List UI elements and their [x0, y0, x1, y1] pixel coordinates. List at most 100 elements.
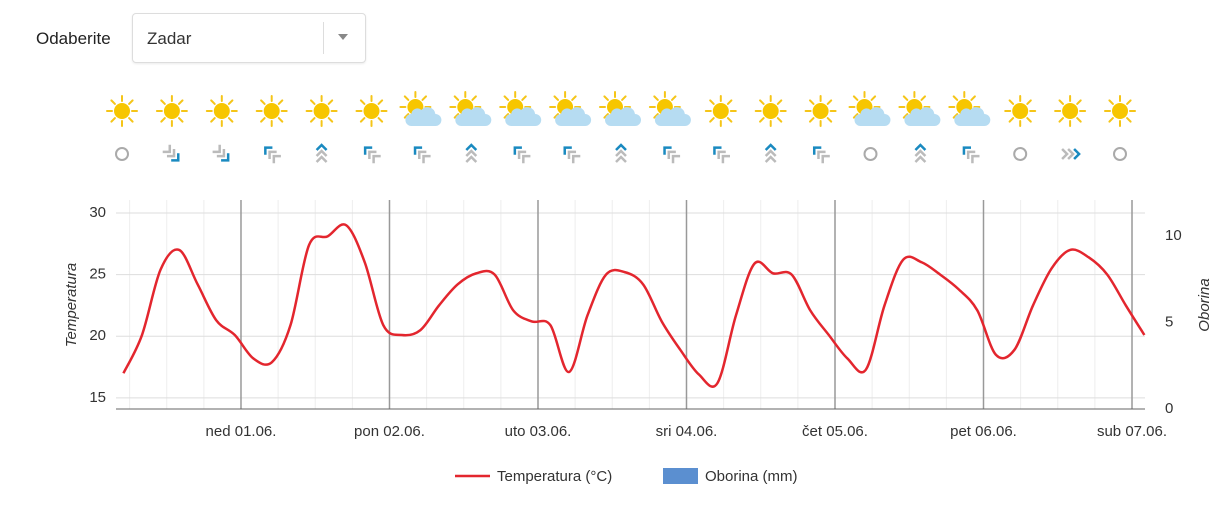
wind-arrow [914, 143, 927, 163]
sun-icon [754, 95, 787, 127]
sun-ray [309, 99, 316, 105]
y-tick-label: 15 [89, 389, 106, 406]
sun-ray [709, 117, 715, 123]
calm-wind [863, 147, 878, 161]
wind-arrow [212, 144, 230, 162]
sun-ray [603, 113, 609, 119]
sun-ray [359, 99, 366, 105]
wind-chevron [272, 154, 281, 164]
selected-city: Zadar [147, 29, 192, 48]
sun-ray [177, 117, 184, 123]
wind-chevron [914, 143, 927, 151]
wind-chevron [465, 149, 478, 157]
y2-tick-label: 10 [1165, 227, 1182, 244]
wind-chevron [212, 144, 221, 154]
sun-ray [327, 99, 334, 105]
wind-chevron [422, 154, 431, 164]
sun-ray [621, 95, 627, 101]
sun-ray [1126, 99, 1132, 105]
sun-ray [359, 117, 366, 123]
sun-cloud-icon [499, 91, 542, 126]
y2-axis-title: Oborina [1196, 278, 1213, 331]
wind-chevron [764, 149, 777, 157]
wind-arrow [363, 146, 381, 164]
sun-cloud-icon [648, 91, 691, 126]
sun-ray [1108, 99, 1114, 105]
temperature-line [122, 223, 1146, 388]
sun-ray [110, 99, 116, 105]
sun-ray [471, 95, 477, 101]
wind-chevron [663, 146, 672, 155]
wind-arrow [513, 146, 531, 164]
x-tick-label: sub 07.06. [1097, 423, 1167, 440]
wind-chevron [962, 146, 972, 155]
wind-chevron [812, 146, 822, 155]
sun-ray [826, 99, 833, 105]
y-tick-label: 20 [89, 327, 106, 344]
sun-icon [106, 95, 138, 127]
wind-chevron [971, 154, 980, 164]
sun-ray [128, 117, 134, 123]
sun-icon [255, 95, 288, 127]
sun-ray [453, 95, 460, 101]
sun-ray [670, 95, 677, 101]
wind-chevron [914, 155, 927, 163]
sun-ray [227, 99, 234, 105]
sun-icon [355, 95, 388, 127]
wind-chevron [717, 150, 726, 159]
wind-arrow [413, 146, 431, 164]
wind-chevron [914, 149, 927, 157]
sun-ray [653, 95, 659, 101]
sun-cloud-icon [898, 91, 941, 126]
y-axis-title: Temperatura [63, 263, 80, 348]
sun-ray [260, 99, 266, 105]
sun-ray [852, 95, 859, 101]
sun-disc [712, 103, 729, 119]
sun-ray [808, 117, 815, 123]
wind-chevron [216, 149, 226, 158]
wind-chevron [571, 154, 581, 164]
sun-ray [920, 95, 927, 101]
wind-chevron [1067, 148, 1075, 160]
sun-ray [177, 99, 184, 105]
x-tick-label: pon 02.06. [354, 423, 425, 440]
wind-chevron [166, 149, 176, 158]
city-dropdown[interactable]: Zadar [132, 13, 366, 63]
sun-disc [213, 103, 230, 119]
sun-ray [503, 113, 510, 119]
sun-cloud-icon [399, 91, 442, 126]
sun-ray [521, 95, 527, 101]
wind-chevron [162, 144, 172, 154]
sun-ray [210, 117, 216, 123]
wind-arrow [615, 143, 627, 163]
sun-ray [776, 99, 783, 105]
sun-ray [1126, 117, 1132, 123]
y-tick-label: 25 [89, 266, 106, 283]
sun-ray [726, 117, 733, 123]
sun-ray [403, 113, 410, 119]
legend-swatch [663, 468, 698, 484]
wind-chevron [563, 146, 572, 155]
wind-chevron [817, 150, 826, 159]
sun-cloud-icon [948, 91, 991, 126]
sun-ray [309, 117, 316, 123]
sun-ray [571, 95, 577, 101]
wind-chevron [315, 149, 328, 157]
sun-ray [1008, 117, 1015, 123]
y2-tick-label: 5 [1165, 313, 1173, 330]
wind-arrow [764, 143, 777, 163]
wind-chevron [721, 154, 730, 164]
cloud [505, 107, 542, 126]
sun-ray [377, 117, 384, 123]
wind-arrow [315, 143, 328, 163]
sun-ray [902, 113, 909, 119]
sun-disc [313, 103, 330, 119]
sun-disc [1062, 103, 1079, 119]
wind-chevron [671, 154, 681, 164]
calm-wind [1113, 147, 1127, 161]
sun-ray [277, 99, 284, 105]
wind-arrow [465, 143, 478, 163]
sun-icon [804, 95, 837, 127]
sun-ray [759, 99, 765, 105]
